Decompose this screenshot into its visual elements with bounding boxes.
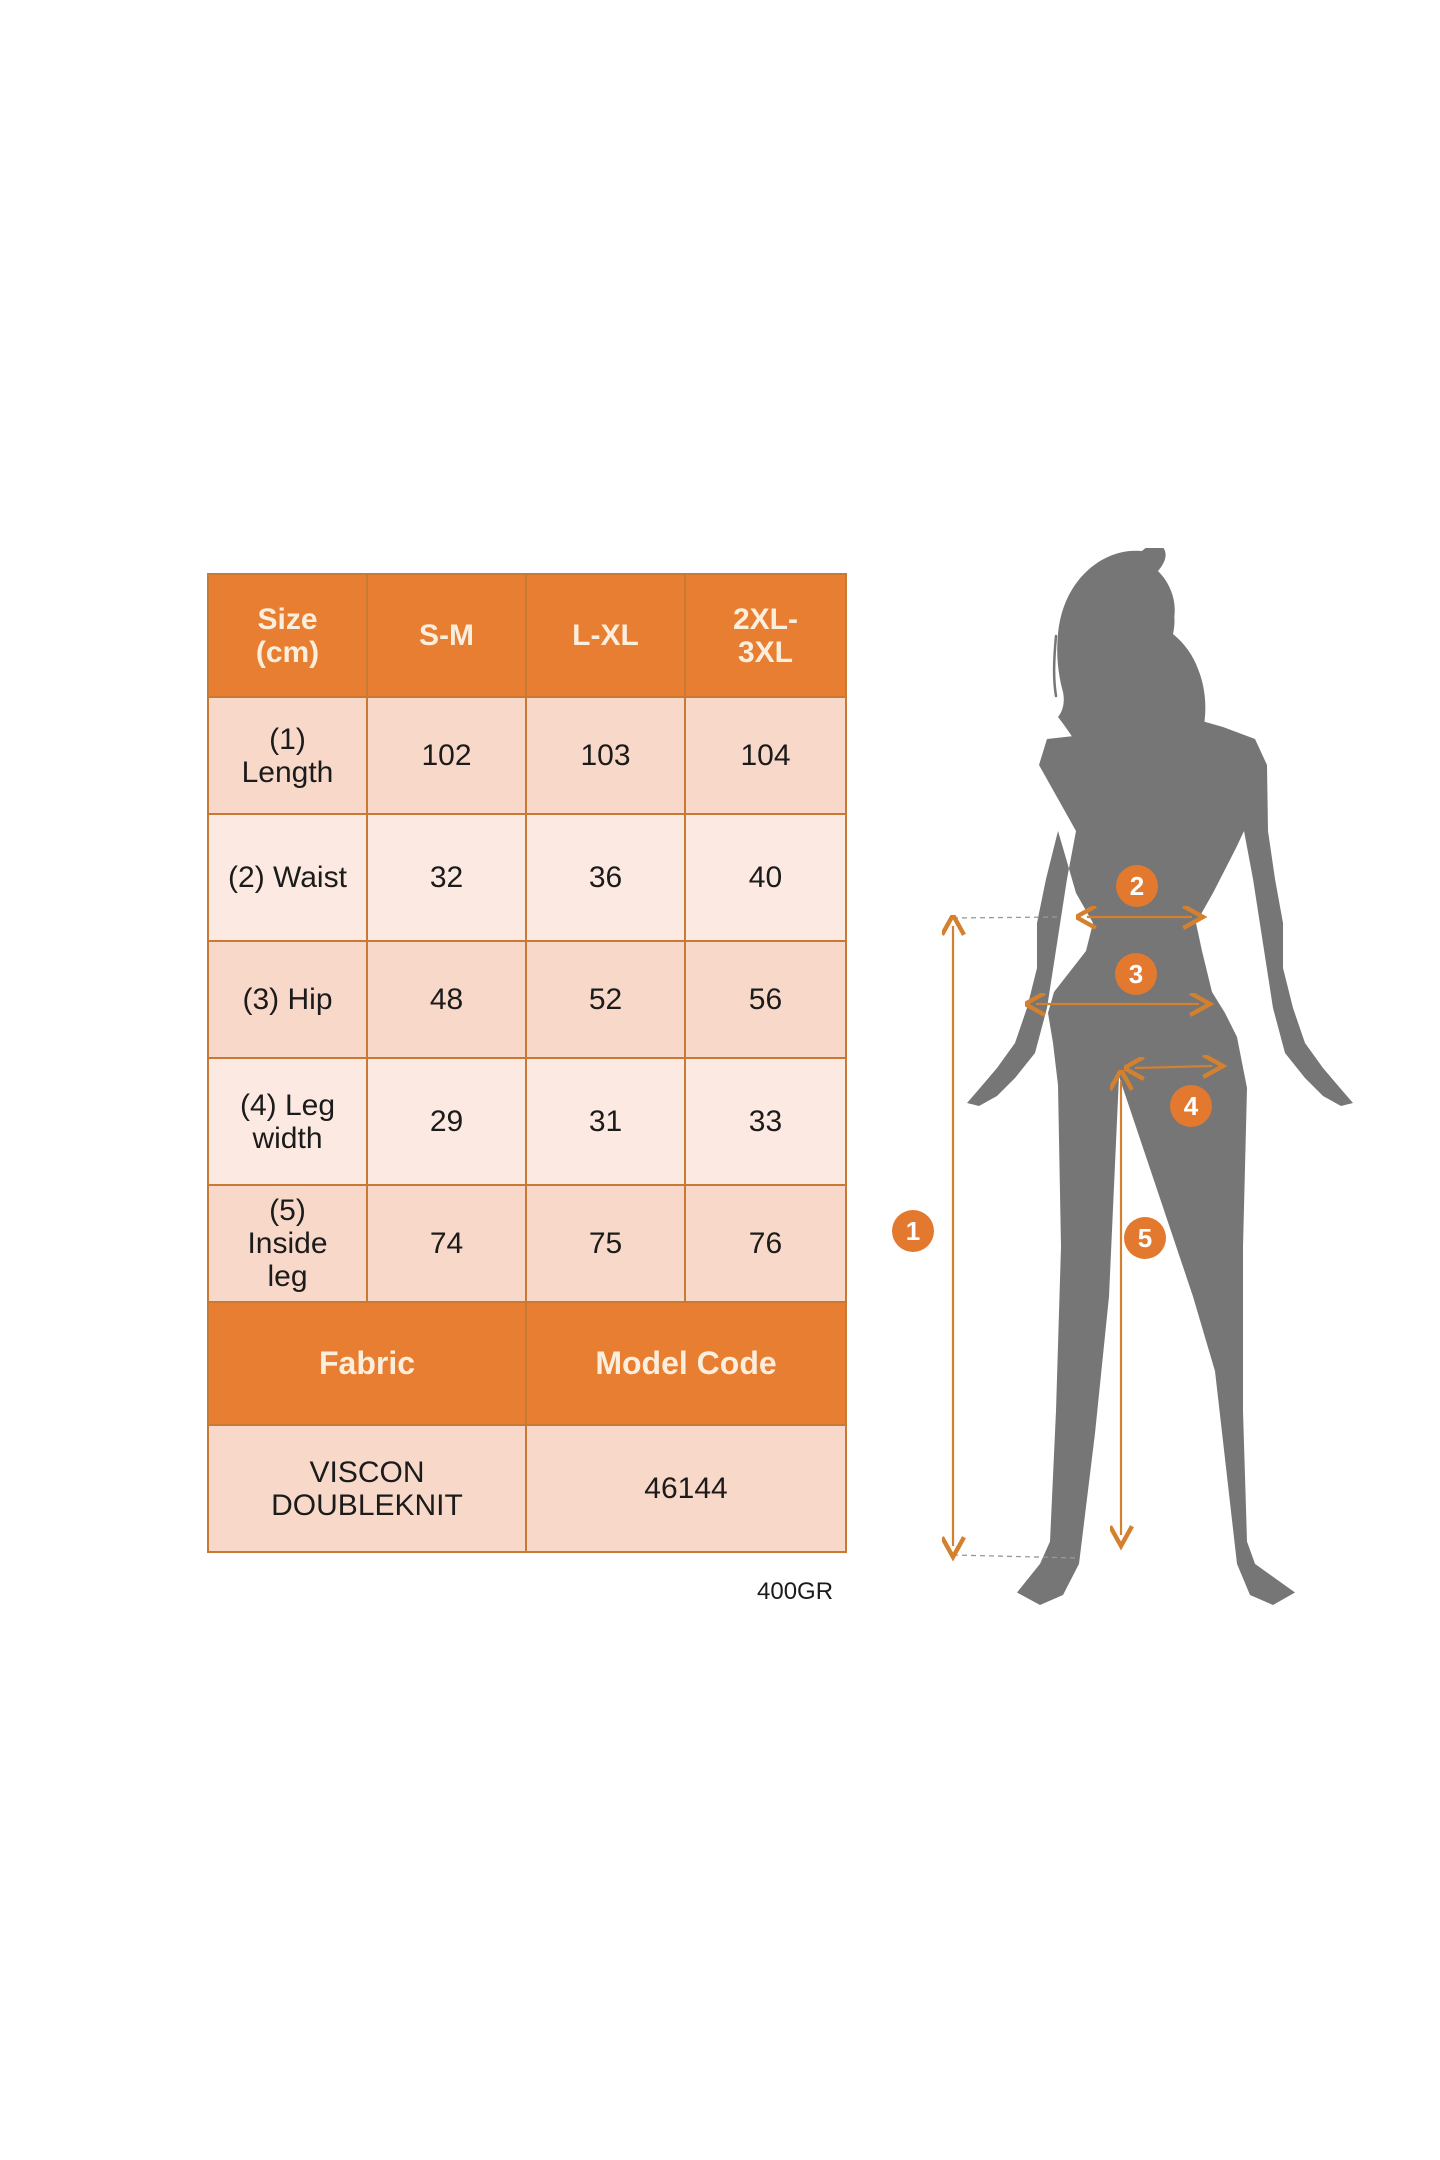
svg-text:1: 1 (906, 1216, 920, 1246)
svg-text:4: 4 (1184, 1091, 1199, 1121)
svg-text:3: 3 (1129, 959, 1143, 989)
svg-text:2: 2 (1130, 871, 1144, 901)
svg-text:5: 5 (1138, 1223, 1152, 1253)
